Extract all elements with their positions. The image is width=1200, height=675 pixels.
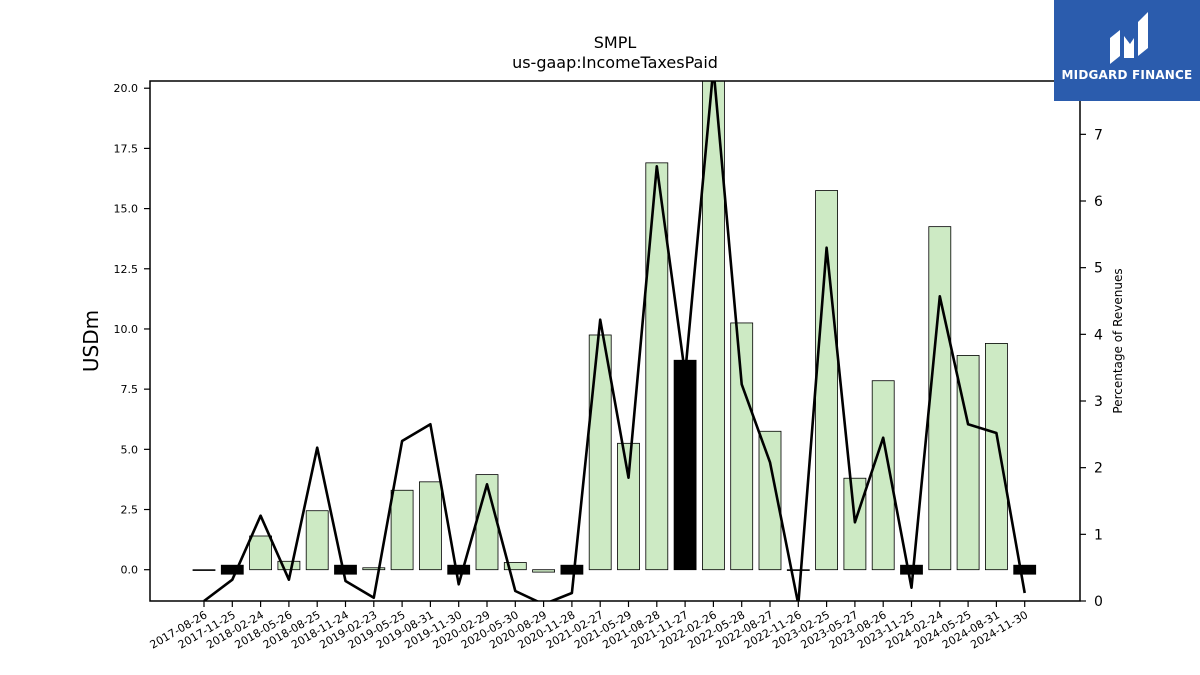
- bar-2020-08-29: [532, 569, 555, 573]
- bar-2023-05-27: [843, 477, 867, 571]
- chart-subtitle: us-gaap:IncomeTaxesPaid: [512, 53, 718, 72]
- y-tick-label: 12.5: [114, 263, 139, 276]
- bar-2022-08-27: [758, 430, 782, 571]
- logo-text: MIDGARD FINANCE: [1061, 68, 1193, 82]
- y-tick-label: 10.0: [114, 323, 139, 336]
- bar-2022-02-26: [702, 81, 725, 571]
- bar-2021-08-28: [645, 162, 669, 571]
- bar-2024-02-24: [928, 226, 952, 571]
- midgard-logo-icon: [1110, 12, 1148, 64]
- y-tick-label: 17.5: [114, 142, 139, 155]
- y2-axis-ticks: 0 1 2 3 4 5 6 7: [1080, 127, 1103, 610]
- bar-2023-11-25: [900, 564, 923, 575]
- y-tick-label: 20.0: [114, 82, 139, 95]
- y-tick-label: 0.0: [121, 564, 139, 577]
- y2-axis-label: Percentage of Revenues: [1111, 268, 1125, 413]
- y-tick-label: 2.5: [121, 504, 139, 517]
- bar-2021-02-27: [588, 334, 612, 571]
- bar-layer: [192, 81, 1037, 575]
- bar-2019-02-23: [362, 567, 386, 571]
- midgard-finance-logo: MIDGARD FINANCE: [1054, 0, 1200, 101]
- y2-tick-label: 3: [1094, 394, 1103, 410]
- bar-2019-11-30: [447, 564, 471, 575]
- bar-2018-08-25: [305, 510, 329, 571]
- bar-2020-11-28: [560, 564, 584, 575]
- bar-2018-02-24: [249, 535, 273, 571]
- y-axis-label: USDm: [79, 310, 103, 372]
- bar-2018-05-26: [277, 560, 301, 571]
- y2-tick-label: 2: [1094, 461, 1103, 477]
- y2-tick-label: 5: [1094, 261, 1103, 277]
- y-axis-ticks: 0.0 2.5 5.0 7.5 10.0 12.5 15.0 17.5 20.0: [114, 82, 150, 577]
- bar-2022-11-26: [786, 569, 810, 571]
- bar-2021-05-29: [617, 442, 640, 571]
- bar-2019-05-25: [390, 489, 414, 571]
- plot-frame: [149, 80, 1081, 602]
- bar-2022-05-28: [730, 322, 754, 571]
- chart-title: SMPL: [594, 33, 637, 52]
- y2-tick-label: 0: [1094, 594, 1103, 610]
- y2-tick-label: 1: [1094, 527, 1103, 543]
- y2-tick-label: 4: [1094, 327, 1103, 343]
- bar-2024-11-30: [1013, 564, 1037, 575]
- y2-tick-label: 7: [1094, 127, 1103, 143]
- x-axis-ticks: 2017-08-262017-11-252018-02-242018-05-26…: [148, 601, 1030, 652]
- bar-2017-11-25: [220, 564, 244, 575]
- bar-2024-08-31: [985, 343, 1008, 571]
- bar-2023-08-26: [871, 380, 895, 571]
- bar-2021-11-27: [673, 359, 697, 571]
- bar-2019-08-31: [418, 481, 442, 571]
- bar-2018-11-24: [334, 564, 357, 575]
- bar-2024-05-25: [956, 355, 980, 571]
- y-tick-label: 5.0: [121, 443, 139, 456]
- y-tick-label: 7.5: [121, 383, 139, 396]
- y2-tick-label: 6: [1094, 194, 1103, 210]
- bar-2020-05-30: [503, 562, 527, 571]
- bar-2017-08-26: [192, 569, 216, 571]
- percentage-line: [203, 81, 1026, 601]
- y-tick-label: 15.0: [114, 203, 139, 216]
